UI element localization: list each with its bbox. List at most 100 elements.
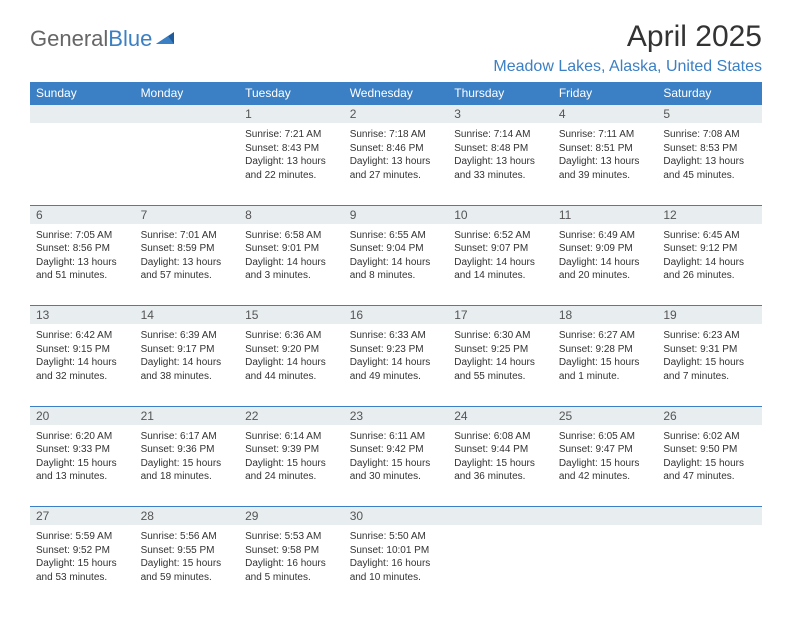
daylight-text: Daylight: 14 hours and 44 minutes. <box>245 356 338 383</box>
day-number: 12 <box>657 205 762 224</box>
daylight-text: Daylight: 14 hours and 49 minutes. <box>350 356 443 383</box>
sunrise-text: Sunrise: 6:55 AM <box>350 229 443 243</box>
day-cell: Sunrise: 6:20 AMSunset: 9:33 PMDaylight:… <box>30 425 135 507</box>
day-info: Sunrise: 6:27 AMSunset: 9:28 PMDaylight:… <box>555 327 656 383</box>
daylight-text: Daylight: 16 hours and 10 minutes. <box>350 557 443 584</box>
day-info: Sunrise: 6:11 AMSunset: 9:42 PMDaylight:… <box>346 428 447 484</box>
daynum-row: 27 28 29 30 <box>30 507 762 526</box>
brand-part1: General <box>30 26 108 52</box>
day-info: Sunrise: 7:14 AMSunset: 8:48 PMDaylight:… <box>450 126 551 182</box>
day-info: Sunrise: 5:59 AMSunset: 9:52 PMDaylight:… <box>32 528 133 584</box>
day-info: Sunrise: 7:08 AMSunset: 8:53 PMDaylight:… <box>659 126 760 182</box>
page-title: April 2025 <box>627 20 762 54</box>
sunset-text: Sunset: 9:36 PM <box>141 443 234 457</box>
calendar-table: Sunday Monday Tuesday Wednesday Thursday… <box>30 82 762 607</box>
day-number: 25 <box>553 406 658 425</box>
day-number: 30 <box>344 507 449 526</box>
daylight-text: Daylight: 15 hours and 1 minute. <box>559 356 652 383</box>
day-cell: Sunrise: 6:17 AMSunset: 9:36 PMDaylight:… <box>135 425 240 507</box>
day-number: 10 <box>448 205 553 224</box>
day-number <box>657 507 762 526</box>
day-info: Sunrise: 6:58 AMSunset: 9:01 PMDaylight:… <box>241 227 342 283</box>
sunrise-text: Sunrise: 7:01 AM <box>141 229 234 243</box>
sunset-text: Sunset: 8:43 PM <box>245 142 338 156</box>
day-number: 21 <box>135 406 240 425</box>
daylight-text: Daylight: 15 hours and 59 minutes. <box>141 557 234 584</box>
day-number <box>553 507 658 526</box>
sunset-text: Sunset: 9:55 PM <box>141 544 234 558</box>
sunrise-text: Sunrise: 6:27 AM <box>559 329 652 343</box>
sunset-text: Sunset: 9:04 PM <box>350 242 443 256</box>
daylight-text: Daylight: 13 hours and 39 minutes. <box>559 155 652 182</box>
day-cell: Sunrise: 6:39 AMSunset: 9:17 PMDaylight:… <box>135 324 240 406</box>
day-number: 16 <box>344 306 449 325</box>
location-text: Meadow Lakes, Alaska, United States <box>30 58 762 76</box>
daylight-text: Daylight: 15 hours and 36 minutes. <box>454 457 547 484</box>
day-cell: Sunrise: 6:52 AMSunset: 9:07 PMDaylight:… <box>448 224 553 306</box>
day-cell: Sunrise: 6:05 AMSunset: 9:47 PMDaylight:… <box>553 425 658 507</box>
sunrise-text: Sunrise: 7:05 AM <box>36 229 129 243</box>
daylight-text: Daylight: 13 hours and 45 minutes. <box>663 155 756 182</box>
week-row: Sunrise: 5:59 AMSunset: 9:52 PMDaylight:… <box>30 525 762 607</box>
sunrise-text: Sunrise: 7:14 AM <box>454 128 547 142</box>
day-number: 9 <box>344 205 449 224</box>
sunset-text: Sunset: 9:52 PM <box>36 544 129 558</box>
day-cell: Sunrise: 6:30 AMSunset: 9:25 PMDaylight:… <box>448 324 553 406</box>
day-number: 1 <box>239 105 344 124</box>
sunset-text: Sunset: 9:12 PM <box>663 242 756 256</box>
daylight-text: Daylight: 13 hours and 33 minutes. <box>454 155 547 182</box>
daynum-row: 20 21 22 23 24 25 26 <box>30 406 762 425</box>
title-block: April 2025 <box>627 20 762 54</box>
sunrise-text: Sunrise: 6:42 AM <box>36 329 129 343</box>
day-info: Sunrise: 6:45 AMSunset: 9:12 PMDaylight:… <box>659 227 760 283</box>
sunset-text: Sunset: 8:56 PM <box>36 242 129 256</box>
day-info: Sunrise: 6:36 AMSunset: 9:20 PMDaylight:… <box>241 327 342 383</box>
daylight-text: Daylight: 15 hours and 42 minutes. <box>559 457 652 484</box>
day-number: 7 <box>135 205 240 224</box>
week-row: Sunrise: 6:20 AMSunset: 9:33 PMDaylight:… <box>30 425 762 507</box>
sunset-text: Sunset: 9:39 PM <box>245 443 338 457</box>
daylight-text: Daylight: 14 hours and 26 minutes. <box>663 256 756 283</box>
sunset-text: Sunset: 9:09 PM <box>559 242 652 256</box>
sunrise-text: Sunrise: 5:53 AM <box>245 530 338 544</box>
daylight-text: Daylight: 13 hours and 27 minutes. <box>350 155 443 182</box>
day-number <box>30 105 135 124</box>
empty-day <box>448 525 553 607</box>
day-info: Sunrise: 6:20 AMSunset: 9:33 PMDaylight:… <box>32 428 133 484</box>
sunrise-text: Sunrise: 6:58 AM <box>245 229 338 243</box>
sunrise-text: Sunrise: 7:08 AM <box>663 128 756 142</box>
day-info: Sunrise: 6:52 AMSunset: 9:07 PMDaylight:… <box>450 227 551 283</box>
sunset-text: Sunset: 9:31 PM <box>663 343 756 357</box>
day-header-sun: Sunday <box>30 82 135 105</box>
sunset-text: Sunset: 9:25 PM <box>454 343 547 357</box>
daylight-text: Daylight: 15 hours and 13 minutes. <box>36 457 129 484</box>
sunrise-text: Sunrise: 6:02 AM <box>663 430 756 444</box>
sunset-text: Sunset: 9:44 PM <box>454 443 547 457</box>
sunrise-text: Sunrise: 6:20 AM <box>36 430 129 444</box>
day-info: Sunrise: 5:53 AMSunset: 9:58 PMDaylight:… <box>241 528 342 584</box>
sunset-text: Sunset: 9:28 PM <box>559 343 652 357</box>
sunrise-text: Sunrise: 5:50 AM <box>350 530 443 544</box>
sunset-text: Sunset: 9:23 PM <box>350 343 443 357</box>
sunrise-text: Sunrise: 6:08 AM <box>454 430 547 444</box>
day-info: Sunrise: 6:49 AMSunset: 9:09 PMDaylight:… <box>555 227 656 283</box>
day-info: Sunrise: 7:01 AMSunset: 8:59 PMDaylight:… <box>137 227 238 283</box>
day-number: 28 <box>135 507 240 526</box>
day-number: 5 <box>657 105 762 124</box>
day-info: Sunrise: 6:33 AMSunset: 9:23 PMDaylight:… <box>346 327 447 383</box>
sunrise-text: Sunrise: 7:18 AM <box>350 128 443 142</box>
day-number: 17 <box>448 306 553 325</box>
day-header-tue: Tuesday <box>239 82 344 105</box>
empty-day <box>553 525 658 607</box>
daynum-row: 6 7 8 9 10 11 12 <box>30 205 762 224</box>
day-cell: Sunrise: 6:55 AMSunset: 9:04 PMDaylight:… <box>344 224 449 306</box>
day-number: 4 <box>553 105 658 124</box>
sunset-text: Sunset: 9:58 PM <box>245 544 338 558</box>
day-cell: Sunrise: 7:01 AMSunset: 8:59 PMDaylight:… <box>135 224 240 306</box>
day-cell: Sunrise: 7:18 AMSunset: 8:46 PMDaylight:… <box>344 123 449 205</box>
day-cell: Sunrise: 6:23 AMSunset: 9:31 PMDaylight:… <box>657 324 762 406</box>
sunset-text: Sunset: 8:48 PM <box>454 142 547 156</box>
daylight-text: Daylight: 14 hours and 38 minutes. <box>141 356 234 383</box>
sunset-text: Sunset: 9:15 PM <box>36 343 129 357</box>
day-number: 8 <box>239 205 344 224</box>
